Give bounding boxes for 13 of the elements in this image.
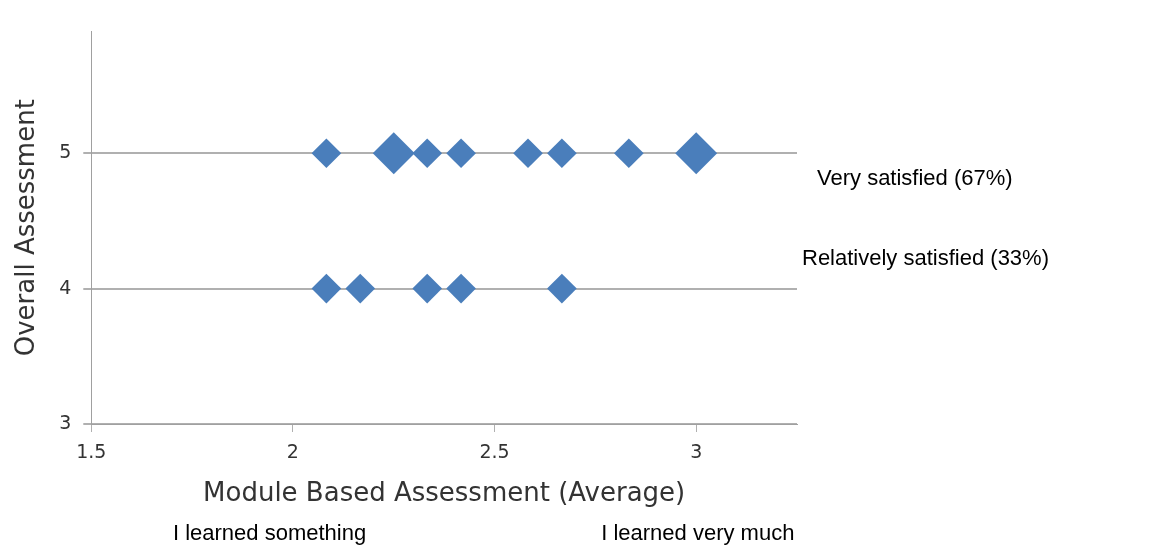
- y-tick-label: 3: [59, 410, 72, 433]
- y-axis-title: Overall Assessment: [10, 99, 41, 357]
- x-tick-label: 1.5: [76, 440, 107, 463]
- text: I learned very much: [601, 520, 795, 546]
- text: I learned something: [172, 520, 367, 546]
- x-tick-label: 3: [690, 440, 703, 463]
- text: Relatively satisfied (33%): [802, 244, 1049, 270]
- x-tick-label: 2.5: [479, 440, 510, 463]
- x-tick-label: 2: [286, 440, 299, 463]
- text: Very satisfied (67%): [817, 165, 1013, 191]
- y-tick-label: 4: [59, 275, 72, 298]
- y-tick-label: 5: [59, 140, 72, 163]
- x-axis-title: Module Based Assessment (Average): [203, 477, 686, 508]
